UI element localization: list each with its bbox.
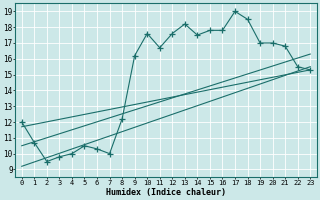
- X-axis label: Humidex (Indice chaleur): Humidex (Indice chaleur): [106, 188, 226, 197]
